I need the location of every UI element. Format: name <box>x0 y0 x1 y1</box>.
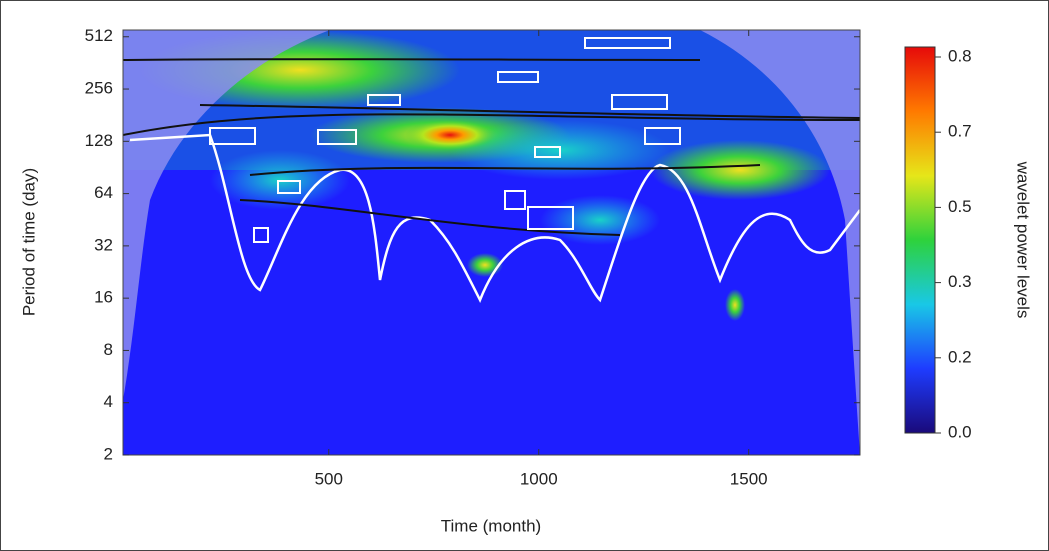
plot-border <box>122 29 861 456</box>
y-tick-label: 128 <box>85 131 113 150</box>
y-tick-label: 32 <box>94 235 113 254</box>
colorbar-tick-label: 0.7 <box>948 122 972 141</box>
x-axis-label: Time (month) <box>441 516 541 535</box>
colorbar <box>904 46 936 434</box>
y-axis-label: Period of time (day) <box>19 168 38 316</box>
y-tick-label: 8 <box>104 340 113 359</box>
colorbar-label: wavelet power levels <box>1014 161 1033 319</box>
y-tick-label: 256 <box>85 79 113 98</box>
x-tick-label: 500 <box>315 469 343 488</box>
y-tick-label: 4 <box>104 392 113 411</box>
y-tick-label: 2 <box>104 444 113 463</box>
y-tick-label: 512 <box>85 26 113 45</box>
y-tick-label: 16 <box>94 288 113 307</box>
colorbar-tick-label: 0.0 <box>948 422 972 441</box>
x-tick-label: 1500 <box>730 469 768 488</box>
colorbar-tick-label: 0.8 <box>948 46 972 65</box>
y-tick-label: 64 <box>94 183 113 202</box>
colorbar-tick-label: 0.2 <box>948 347 972 366</box>
x-tick-label: 1000 <box>520 469 558 488</box>
colorbar-tick-label: 0.3 <box>948 272 972 291</box>
wavelet-image <box>123 30 860 455</box>
colorbar-tick-label: 0.5 <box>948 197 972 216</box>
